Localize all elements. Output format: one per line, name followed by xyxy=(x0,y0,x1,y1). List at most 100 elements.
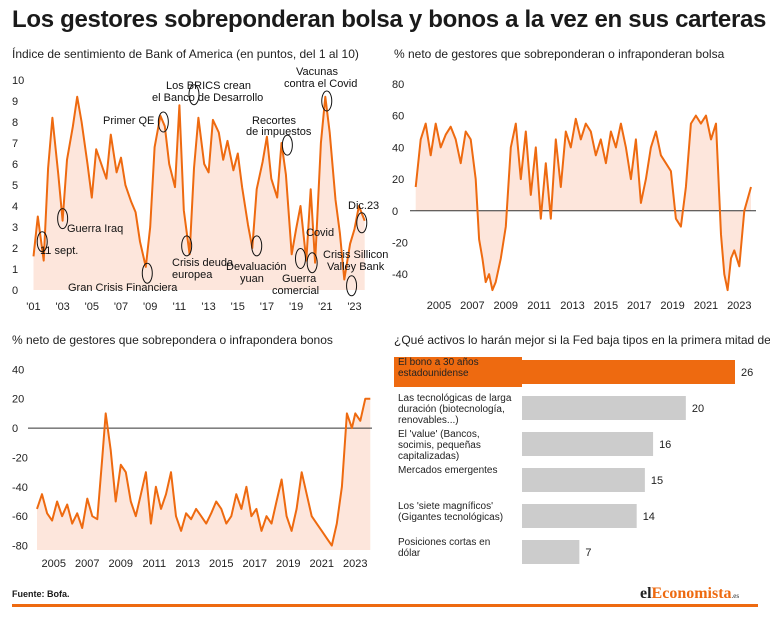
sentiment-xtick-label: '01 xyxy=(26,301,40,313)
sentiment-annotation-circle xyxy=(181,235,193,257)
equities-ytick-label: 20 xyxy=(392,174,404,186)
fed-bar-category-label: Los 'siete magníficos' xyxy=(398,501,493,512)
equities-xtick-label: 2011 xyxy=(527,300,551,312)
sentiment-annotation-circle xyxy=(36,231,48,253)
fed-bar-category-label: Las tecnológicas de larga xyxy=(398,393,512,404)
equities-xtick-label: 2013 xyxy=(560,300,584,312)
fed-bar-category-label: El bono a 30 años xyxy=(398,357,479,368)
sentiment-xtick-label: '05 xyxy=(85,301,99,313)
sentiment-ytick-label: 4 xyxy=(12,201,18,213)
fed-bar-category-label: dólar xyxy=(398,548,421,559)
bonds-xtick-label: 2011 xyxy=(142,558,166,570)
sentiment-annotation-label: Primer QE xyxy=(103,115,154,127)
sentiment-annotation-circle xyxy=(294,248,306,269)
equities-ytick-label: 0 xyxy=(392,206,398,218)
sentiment-annotation-circle xyxy=(356,212,368,234)
bonds-ytick-label: 0 xyxy=(12,423,18,435)
equities-ytick-label: 80 xyxy=(392,79,404,91)
sentiment-annotation-label: europea xyxy=(172,269,213,281)
fed-bar-value: 26 xyxy=(741,367,753,379)
sentiment-ytick-label: 8 xyxy=(12,117,18,129)
sentiment-xtick-label: '23 xyxy=(347,301,361,313)
sentiment-annotation-circle xyxy=(141,262,153,284)
fed-bar xyxy=(522,360,735,384)
sentiment-xtick-label: '03 xyxy=(55,301,69,313)
equities-xtick-label: 2009 xyxy=(494,300,518,312)
page-title: Los gestores sobreponderan bolsa y bonos… xyxy=(12,6,767,33)
equities-xtick-label: 2005 xyxy=(427,300,451,312)
fed-bar-category-label: capitalizadas) xyxy=(398,451,459,462)
sentiment-annotation-label: Guerra Iraq xyxy=(67,223,123,235)
fed-bar xyxy=(522,396,686,420)
fed-highlight-row xyxy=(394,357,522,387)
sentiment-xtick-label: '09 xyxy=(143,301,157,313)
sentiment-chart-title: Índice de sentimiento de Bank of America… xyxy=(12,47,359,61)
equities-xtick-label: 2021 xyxy=(694,300,718,312)
fed-bar xyxy=(522,540,580,564)
fed-bar-value: 16 xyxy=(659,439,671,451)
sentiment-annotation-label: Devaluación xyxy=(226,261,287,273)
sentiment-annotation-label: comercial xyxy=(272,285,319,297)
bonds-xtick-label: 2019 xyxy=(276,558,300,570)
fed-bar xyxy=(522,432,654,456)
sentiment-ytick-label: 2 xyxy=(12,243,18,255)
bonds-ytick-label: -20 xyxy=(12,452,28,464)
bonds-xtick-label: 2005 xyxy=(42,558,66,570)
equities-xtick-label: 2017 xyxy=(627,300,651,312)
sentiment-annotation-label: el Banco de Desarrollo xyxy=(152,92,263,104)
bonds-xtick-label: 2013 xyxy=(176,558,200,570)
sentiment-annotation-circle xyxy=(57,208,69,230)
sentiment-ytick-label: 3 xyxy=(12,222,18,234)
sentiment-annotation-label: de impuestos xyxy=(246,126,312,138)
bonds-ytick-label: -60 xyxy=(12,511,28,523)
fed-bar-category-label: estadounidense xyxy=(398,368,469,379)
fed-bar-category-label: socimis, pequeñas xyxy=(398,440,481,451)
sentiment-ytick-label: 0 xyxy=(12,285,18,297)
sentiment-annotation-circle xyxy=(306,252,318,274)
bonds-xtick-label: 2015 xyxy=(209,558,233,570)
bonds-ytick-label: -40 xyxy=(12,482,28,494)
eleconomista-logo: elEconomista.es xyxy=(640,585,740,602)
sentiment-annotation-label: yuan xyxy=(240,273,264,285)
sentiment-xtick-label: '17 xyxy=(260,301,274,313)
sentiment-annotation-label: 11 sept. xyxy=(40,245,78,257)
equities-ytick-label: -20 xyxy=(392,238,408,250)
sentiment-ytick-label: 6 xyxy=(12,159,18,171)
sentiment-annotation-label: Vacunas xyxy=(296,66,338,78)
sentiment-series-line xyxy=(32,95,366,281)
sentiment-annotation-label: Recortes xyxy=(252,115,297,127)
bonds-series-line xyxy=(36,397,371,547)
sentiment-ytick-label: 7 xyxy=(12,138,18,150)
sentiment-ytick-label: 9 xyxy=(12,96,18,108)
bonds-xtick-label: 2023 xyxy=(343,558,367,570)
sentiment-annotation-circle xyxy=(346,275,358,297)
equities-xtick-label: 2015 xyxy=(594,300,618,312)
equities-area-fill xyxy=(415,115,751,291)
source-note: Fuente: Bofa. xyxy=(12,589,70,599)
fed-bar-value: 7 xyxy=(585,547,591,559)
sentiment-xtick-label: '15 xyxy=(231,301,245,313)
sentiment-annotation-label: Valley Bank xyxy=(327,261,385,273)
sentiment-xtick-label: '07 xyxy=(114,301,128,313)
fed-bar-category-label: El 'value' (Bancos, xyxy=(398,429,480,440)
bonds-ytick-label: -80 xyxy=(12,541,28,553)
sentiment-xtick-label: '19 xyxy=(289,301,303,313)
sentiment-annotation-label: Dic.23 xyxy=(348,200,379,212)
sentiment-xtick-label: '21 xyxy=(318,301,332,313)
bottom-accent-bar xyxy=(12,604,758,607)
sentiment-annotation-label: contra el Covid xyxy=(284,78,357,90)
equities-ytick-label: -40 xyxy=(392,269,408,281)
equities-chart-title: % neto de gestores que sobreponderan o i… xyxy=(394,47,725,61)
fed-bar-category-label: Posiciones cortas en xyxy=(398,537,490,548)
fed-chart-title: ¿Qué activos lo harán mejor si la Fed ba… xyxy=(394,333,770,347)
sentiment-annotation-label: Crisis Sillicon xyxy=(323,249,388,261)
fed-bar-value: 20 xyxy=(692,403,704,415)
bonds-ytick-label: 40 xyxy=(12,364,24,376)
sentiment-annotation-circle xyxy=(251,235,263,257)
sentiment-annotation-label: Guerra xyxy=(282,273,317,285)
sentiment-annotation-circle xyxy=(188,84,200,106)
equities-xtick-label: 2023 xyxy=(727,300,751,312)
sentiment-annotation-label: Los BRICS crean xyxy=(166,80,251,92)
bonds-xtick-label: 2021 xyxy=(310,558,334,570)
